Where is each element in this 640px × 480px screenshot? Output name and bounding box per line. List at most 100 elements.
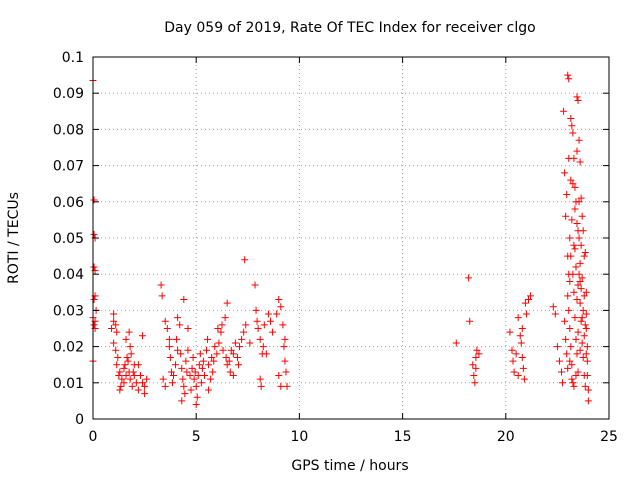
data-point [573,93,581,101]
data-point [221,314,229,322]
data-point [465,274,473,282]
data-point [219,346,227,354]
data-point [112,321,120,329]
data-point [573,147,581,155]
x-tick-label: 20 [497,429,515,445]
data-point [582,350,590,358]
data-point [566,325,574,332]
data-point [108,325,116,332]
data-point [167,368,175,376]
data-point [565,306,573,314]
data-point [570,288,578,296]
data-point [174,314,182,322]
data-point [569,270,577,278]
data-point [186,372,194,380]
data-point [205,386,213,394]
data-point [126,375,134,383]
data-point [143,375,151,383]
data-point [572,263,580,271]
data-point [577,194,585,202]
data-point [180,296,188,304]
data-point [168,379,176,387]
data-point [141,382,149,390]
data-point [130,372,138,380]
data-point [233,353,241,361]
data-point [282,368,290,376]
data-point [574,96,582,104]
data-point [514,372,522,380]
data-point [510,368,518,376]
data-point [222,353,230,361]
x-tick-label: 0 [89,429,98,445]
data-point [580,332,588,340]
data-point [184,325,192,332]
data-point [90,196,98,204]
data-point [466,317,474,325]
data-point [576,259,584,267]
data-point [116,368,124,376]
data-point [113,361,121,369]
data-point [512,350,520,358]
data-point [575,270,583,278]
data-point [520,375,528,383]
data-point [213,350,221,358]
data-point [174,346,182,354]
data-point [574,368,582,376]
data-point [275,372,283,380]
y-tick-label: 0.05 [53,231,84,247]
data-point [581,382,589,390]
data-point [573,220,581,228]
data-point [195,361,203,369]
data-point [473,346,481,354]
data-point [564,71,572,79]
data-point [203,346,211,354]
data-point [567,343,575,351]
data-point [576,299,584,307]
data-point [566,234,574,242]
data-point [260,321,268,329]
y-tick-label: 0.08 [53,122,84,138]
data-point [229,350,237,358]
data-point [90,296,98,304]
data-point [573,350,581,358]
data-point [562,212,570,220]
data-point [231,339,239,347]
data-point [187,386,195,394]
data-point [122,335,130,343]
data-point [110,339,118,347]
data-point [158,292,166,300]
data-point [126,343,134,351]
data-point [240,328,248,336]
data-point [173,335,181,343]
data-point [256,375,264,383]
data-point [577,241,585,249]
data-point [208,353,216,361]
data-point [570,382,578,390]
data-point [90,263,98,271]
data-point [567,115,575,123]
data-point [580,252,588,260]
data-point [130,361,138,369]
data-point [575,198,583,206]
data-point [172,361,180,369]
data-point [508,346,516,354]
data-point [576,277,584,285]
data-point [227,346,235,354]
data-point [169,372,177,380]
data-point [562,335,570,343]
data-point [577,285,585,293]
data-point [559,379,567,387]
data-point [136,372,144,380]
data-point [110,310,118,318]
data-point [560,107,568,115]
data-point [578,314,586,322]
data-point [558,368,566,376]
data-point [571,245,579,253]
data-point [178,397,186,405]
data-point [584,386,592,394]
data-point [161,317,169,325]
data-point [574,281,582,289]
data-point [563,191,571,199]
data-point [192,401,200,409]
y-tick-label: 0.01 [53,376,84,392]
